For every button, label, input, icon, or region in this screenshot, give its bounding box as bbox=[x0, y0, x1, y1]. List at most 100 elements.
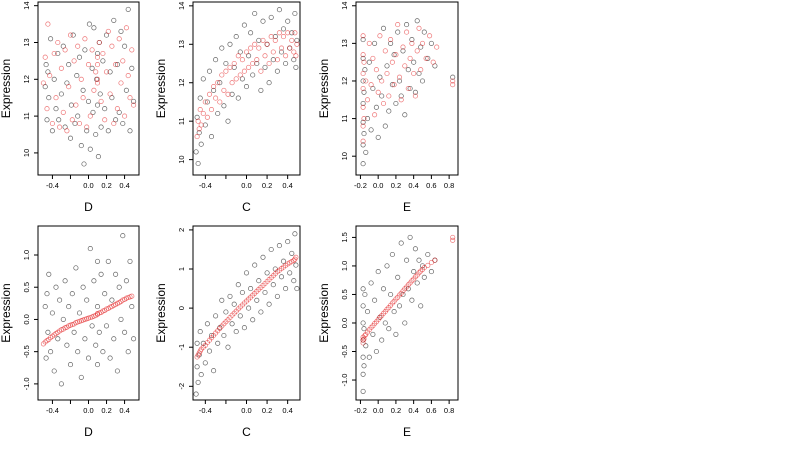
panel-1: -0.4 0.0 0.2 0.4 10 11 12 13 14 D Expression bbox=[0, 1, 140, 214]
data-point bbox=[407, 55, 413, 61]
data-point bbox=[40, 80, 46, 86]
data-point bbox=[204, 114, 210, 120]
data-point bbox=[235, 53, 241, 59]
data-point bbox=[412, 274, 418, 280]
series-1 bbox=[42, 6, 137, 167]
data-point bbox=[405, 85, 411, 92]
data-point bbox=[225, 344, 231, 350]
data-point bbox=[60, 316, 66, 322]
data-point bbox=[233, 329, 239, 335]
data-point bbox=[78, 374, 84, 380]
data-point bbox=[396, 292, 403, 298]
data-point bbox=[400, 48, 406, 54]
data-point bbox=[206, 68, 213, 74]
data-point bbox=[360, 371, 366, 377]
data-point bbox=[360, 52, 366, 58]
data-point bbox=[57, 297, 63, 303]
data-point bbox=[91, 87, 97, 93]
data-point bbox=[66, 62, 72, 68]
data-point bbox=[221, 87, 227, 93]
data-point bbox=[248, 30, 254, 36]
data-point bbox=[380, 286, 387, 292]
data-point bbox=[107, 355, 113, 361]
data-point bbox=[395, 29, 401, 35]
x-tick-label: 0.2 bbox=[262, 181, 272, 190]
data-point bbox=[292, 10, 298, 17]
x-tick-label: 0.4 bbox=[408, 181, 418, 190]
y-axis-title: Expression bbox=[154, 59, 168, 118]
data-point bbox=[274, 68, 280, 74]
data-point bbox=[123, 278, 129, 284]
data-point bbox=[123, 87, 129, 93]
plot-frame bbox=[355, 225, 459, 401]
data-point bbox=[93, 131, 99, 138]
y-tick-label: 10 bbox=[22, 149, 31, 157]
data-point bbox=[293, 64, 299, 70]
data-point bbox=[94, 80, 101, 86]
data-point bbox=[215, 80, 221, 86]
data-point bbox=[114, 368, 120, 374]
data-point bbox=[225, 91, 231, 97]
data-point bbox=[219, 72, 225, 78]
data-point bbox=[46, 271, 52, 277]
data-point bbox=[412, 246, 418, 252]
data-point bbox=[76, 120, 83, 127]
data-point bbox=[221, 332, 227, 339]
data-point bbox=[416, 257, 422, 263]
data-point bbox=[405, 67, 411, 73]
y-tick-label: 0 bbox=[177, 306, 186, 310]
data-point bbox=[256, 278, 262, 284]
data-point bbox=[427, 33, 433, 39]
data-point bbox=[213, 313, 219, 319]
data-point bbox=[202, 360, 208, 366]
data-point bbox=[81, 161, 87, 167]
data-point bbox=[94, 54, 101, 60]
data-point bbox=[131, 98, 137, 104]
y-tick-label: 0.0 bbox=[340, 318, 349, 328]
x-axis-title: C bbox=[242, 425, 251, 439]
data-point bbox=[272, 37, 278, 43]
data-point bbox=[360, 337, 366, 343]
x-tick-label: 0.0 bbox=[373, 181, 383, 190]
data-point bbox=[85, 98, 92, 104]
data-point bbox=[375, 134, 381, 140]
data-point bbox=[246, 305, 252, 311]
y-tick-label: 0.5 bbox=[22, 282, 31, 292]
data-point bbox=[75, 349, 81, 355]
data-point bbox=[96, 329, 102, 335]
data-point bbox=[241, 325, 247, 331]
data-point bbox=[382, 320, 388, 326]
data-point bbox=[55, 50, 61, 57]
data-point bbox=[221, 103, 227, 109]
data-point bbox=[372, 112, 378, 118]
data-point bbox=[384, 63, 390, 69]
data-point bbox=[402, 286, 408, 292]
data-point bbox=[256, 37, 262, 43]
data-point bbox=[280, 34, 287, 40]
data-point bbox=[60, 109, 66, 115]
data-point bbox=[372, 297, 378, 303]
data-point bbox=[109, 43, 115, 49]
data-point bbox=[425, 262, 431, 268]
data-point bbox=[360, 138, 366, 144]
data-point bbox=[107, 69, 113, 75]
data-point bbox=[94, 258, 101, 264]
data-point bbox=[118, 316, 124, 322]
data-point bbox=[361, 116, 367, 122]
data-point bbox=[80, 284, 86, 290]
data-point bbox=[360, 123, 366, 129]
data-point bbox=[68, 102, 74, 108]
data-point bbox=[239, 76, 245, 82]
data-point bbox=[131, 102, 137, 108]
data-point bbox=[107, 91, 113, 97]
data-point bbox=[66, 304, 72, 310]
data-point bbox=[215, 110, 221, 117]
y-axis-title: Expression bbox=[317, 59, 331, 118]
data-point bbox=[292, 30, 298, 36]
data-point bbox=[45, 21, 51, 27]
data-point bbox=[200, 76, 206, 82]
data-point bbox=[58, 381, 64, 387]
data-point bbox=[419, 266, 426, 272]
data-point bbox=[404, 22, 410, 28]
data-point bbox=[85, 62, 92, 68]
